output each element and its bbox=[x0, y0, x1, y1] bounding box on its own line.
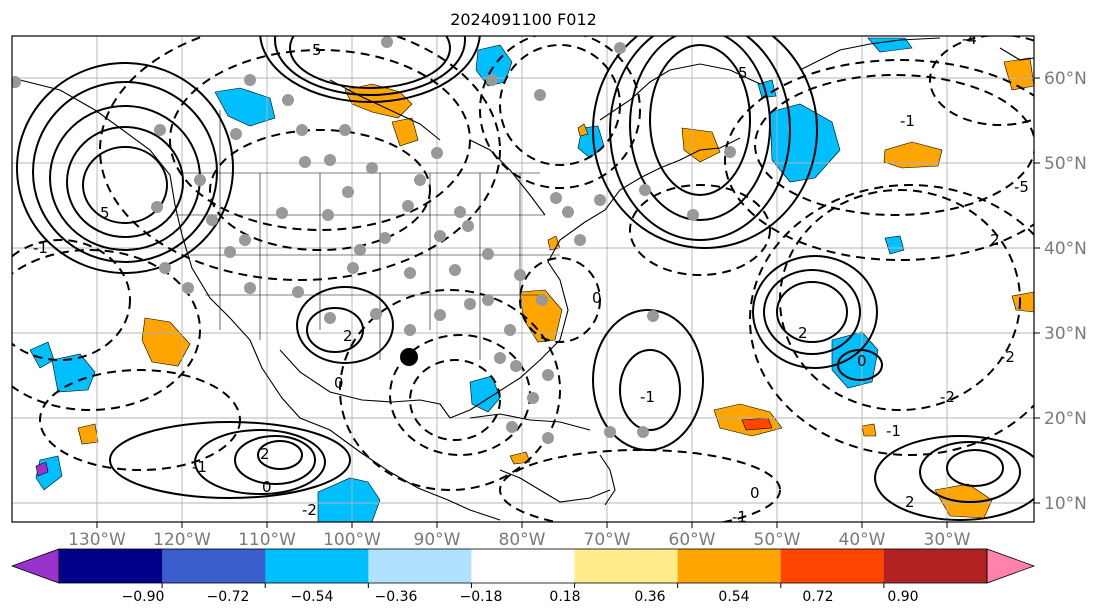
lat-label: 50°N bbox=[1044, 154, 1087, 174]
red-patch bbox=[741, 417, 773, 431]
contour-label: -4 bbox=[962, 30, 977, 48]
colorbar-segments bbox=[59, 549, 988, 583]
contour-label: -1 bbox=[900, 112, 915, 130]
orange-patch bbox=[1011, 291, 1034, 313]
map-title: 2024091100 F012 bbox=[450, 10, 597, 29]
colorbar-tick-label: 0.72 bbox=[802, 589, 833, 605]
lon-label: 90°W bbox=[414, 530, 461, 550]
blue-patch bbox=[317, 477, 381, 522]
lon-label: 110°W bbox=[238, 530, 296, 550]
colorbar-segment bbox=[471, 549, 576, 583]
colorbar-tick-label: −0.90 bbox=[122, 589, 165, 605]
map-panel: 5 5 5 2 2 2 2 -1 0 0 0 0 -1 -1 -2 2 -5 -… bbox=[12, 30, 1034, 526]
colorbar-segment bbox=[883, 549, 988, 583]
lon-label: 80°W bbox=[499, 530, 546, 550]
contour-label: -2 bbox=[1000, 348, 1015, 366]
lon-label: 120°W bbox=[153, 530, 211, 550]
shaded-fields bbox=[29, 37, 1034, 522]
lat-label: 60°N bbox=[1044, 69, 1087, 89]
blue-patch bbox=[884, 235, 905, 255]
colorbar-segment bbox=[780, 549, 885, 583]
purple-patch bbox=[35, 461, 49, 477]
colorbar-segment bbox=[162, 549, 266, 583]
orange-patch bbox=[681, 127, 721, 163]
storm-position-marker bbox=[400, 348, 418, 366]
colorbar-extend-max bbox=[986, 548, 1036, 584]
contour-label: 2 bbox=[905, 493, 915, 511]
contour-label: 0 bbox=[857, 352, 867, 370]
colorbar-ticks bbox=[161, 583, 885, 588]
colorbar-segment bbox=[59, 549, 163, 583]
contour-label: 2 bbox=[343, 327, 353, 345]
orange-patch bbox=[861, 423, 877, 437]
contour-label: 5 bbox=[312, 41, 322, 59]
orange-patch bbox=[577, 123, 589, 137]
contour-label: -1 bbox=[33, 239, 48, 257]
colorbar-extend-min bbox=[10, 548, 60, 584]
lat-label: 20°N bbox=[1044, 409, 1087, 429]
contour-label: 0 bbox=[592, 289, 602, 307]
contour-label: -2 bbox=[302, 501, 317, 519]
lon-label: 100°W bbox=[323, 530, 381, 550]
lat-label: 30°N bbox=[1044, 324, 1087, 344]
contour-label: -1 bbox=[192, 458, 207, 476]
colorbar-segment bbox=[677, 549, 782, 583]
blue-patch bbox=[469, 375, 501, 413]
colorbar-segment bbox=[265, 549, 369, 583]
contour-label: 2 bbox=[260, 445, 270, 463]
colorbar-tick-labels: −0.90 −0.72 −0.54 −0.36 −0.18 0.18 0.36 … bbox=[122, 589, 919, 605]
lon-label: 60°W bbox=[669, 530, 716, 550]
contour-label: 5 bbox=[100, 204, 110, 222]
contour-label: -1 bbox=[732, 508, 747, 526]
coastlines bbox=[19, 37, 1034, 521]
orange-patch bbox=[391, 117, 419, 147]
colorbar-tick-label: 0.18 bbox=[549, 589, 580, 605]
graticule bbox=[12, 36, 1034, 522]
orange-patch bbox=[509, 451, 531, 465]
orange-patch bbox=[883, 141, 943, 169]
colorbar-segment bbox=[368, 549, 472, 583]
colorbar-tick-label: 0.36 bbox=[634, 589, 665, 605]
contour-label: -2 bbox=[940, 388, 955, 406]
colorbar-tick-label: 0.90 bbox=[887, 589, 918, 605]
contour-label: -5 bbox=[1014, 178, 1029, 196]
lat-label: 10°N bbox=[1044, 494, 1087, 514]
colorbar-tick-label: −0.36 bbox=[375, 589, 418, 605]
lon-label: 30°W bbox=[924, 530, 971, 550]
colorbar-tick-label: −0.72 bbox=[207, 589, 250, 605]
longitude-axis: 130°W 120°W 110°W 100°W 90°W 80°W 70°W 6… bbox=[68, 522, 971, 550]
contour-label: 0 bbox=[334, 374, 344, 392]
state-borders bbox=[175, 110, 560, 360]
contour-label: 2 bbox=[798, 324, 808, 342]
contour-label: -1 bbox=[886, 422, 901, 440]
colorbar-tick-label: 0.54 bbox=[718, 589, 749, 605]
colorbar-tick-label: −0.54 bbox=[291, 589, 334, 605]
blue-patch bbox=[214, 87, 276, 127]
lon-label: 70°W bbox=[584, 530, 631, 550]
contours-negative bbox=[12, 36, 1034, 522]
blue-patch bbox=[769, 103, 841, 183]
colorbar-frame bbox=[58, 548, 988, 584]
latitude-axis: 60°N 50°N 40°N 30°N 20°N 10°N bbox=[1034, 69, 1087, 514]
contour-label: 5 bbox=[738, 64, 748, 82]
colorbar-segment bbox=[574, 549, 679, 583]
contour-label: 2 bbox=[990, 231, 1000, 249]
orange-patch bbox=[77, 423, 99, 445]
station-dots bbox=[12, 36, 736, 444]
colorbar-tick-label: −0.18 bbox=[460, 589, 503, 605]
lon-label: 130°W bbox=[68, 530, 126, 550]
contour-label: 0 bbox=[262, 478, 272, 496]
lat-label: 40°N bbox=[1044, 239, 1087, 259]
contour-label: 0 bbox=[750, 484, 760, 502]
map-frame bbox=[11, 35, 1035, 523]
colorbar: −0.90 −0.72 −0.54 −0.36 −0.18 0.18 0.36 … bbox=[10, 548, 1036, 605]
contour-label: -1 bbox=[640, 388, 655, 406]
blue-patch bbox=[867, 37, 913, 53]
lon-label: 40°W bbox=[839, 530, 886, 550]
blue-patch bbox=[51, 353, 96, 393]
lon-label: 50°W bbox=[754, 530, 801, 550]
contour-labels: 5 5 5 2 2 2 2 -1 0 0 0 0 -1 -1 -2 2 -5 -… bbox=[33, 30, 1029, 526]
orange-patch bbox=[141, 317, 191, 367]
